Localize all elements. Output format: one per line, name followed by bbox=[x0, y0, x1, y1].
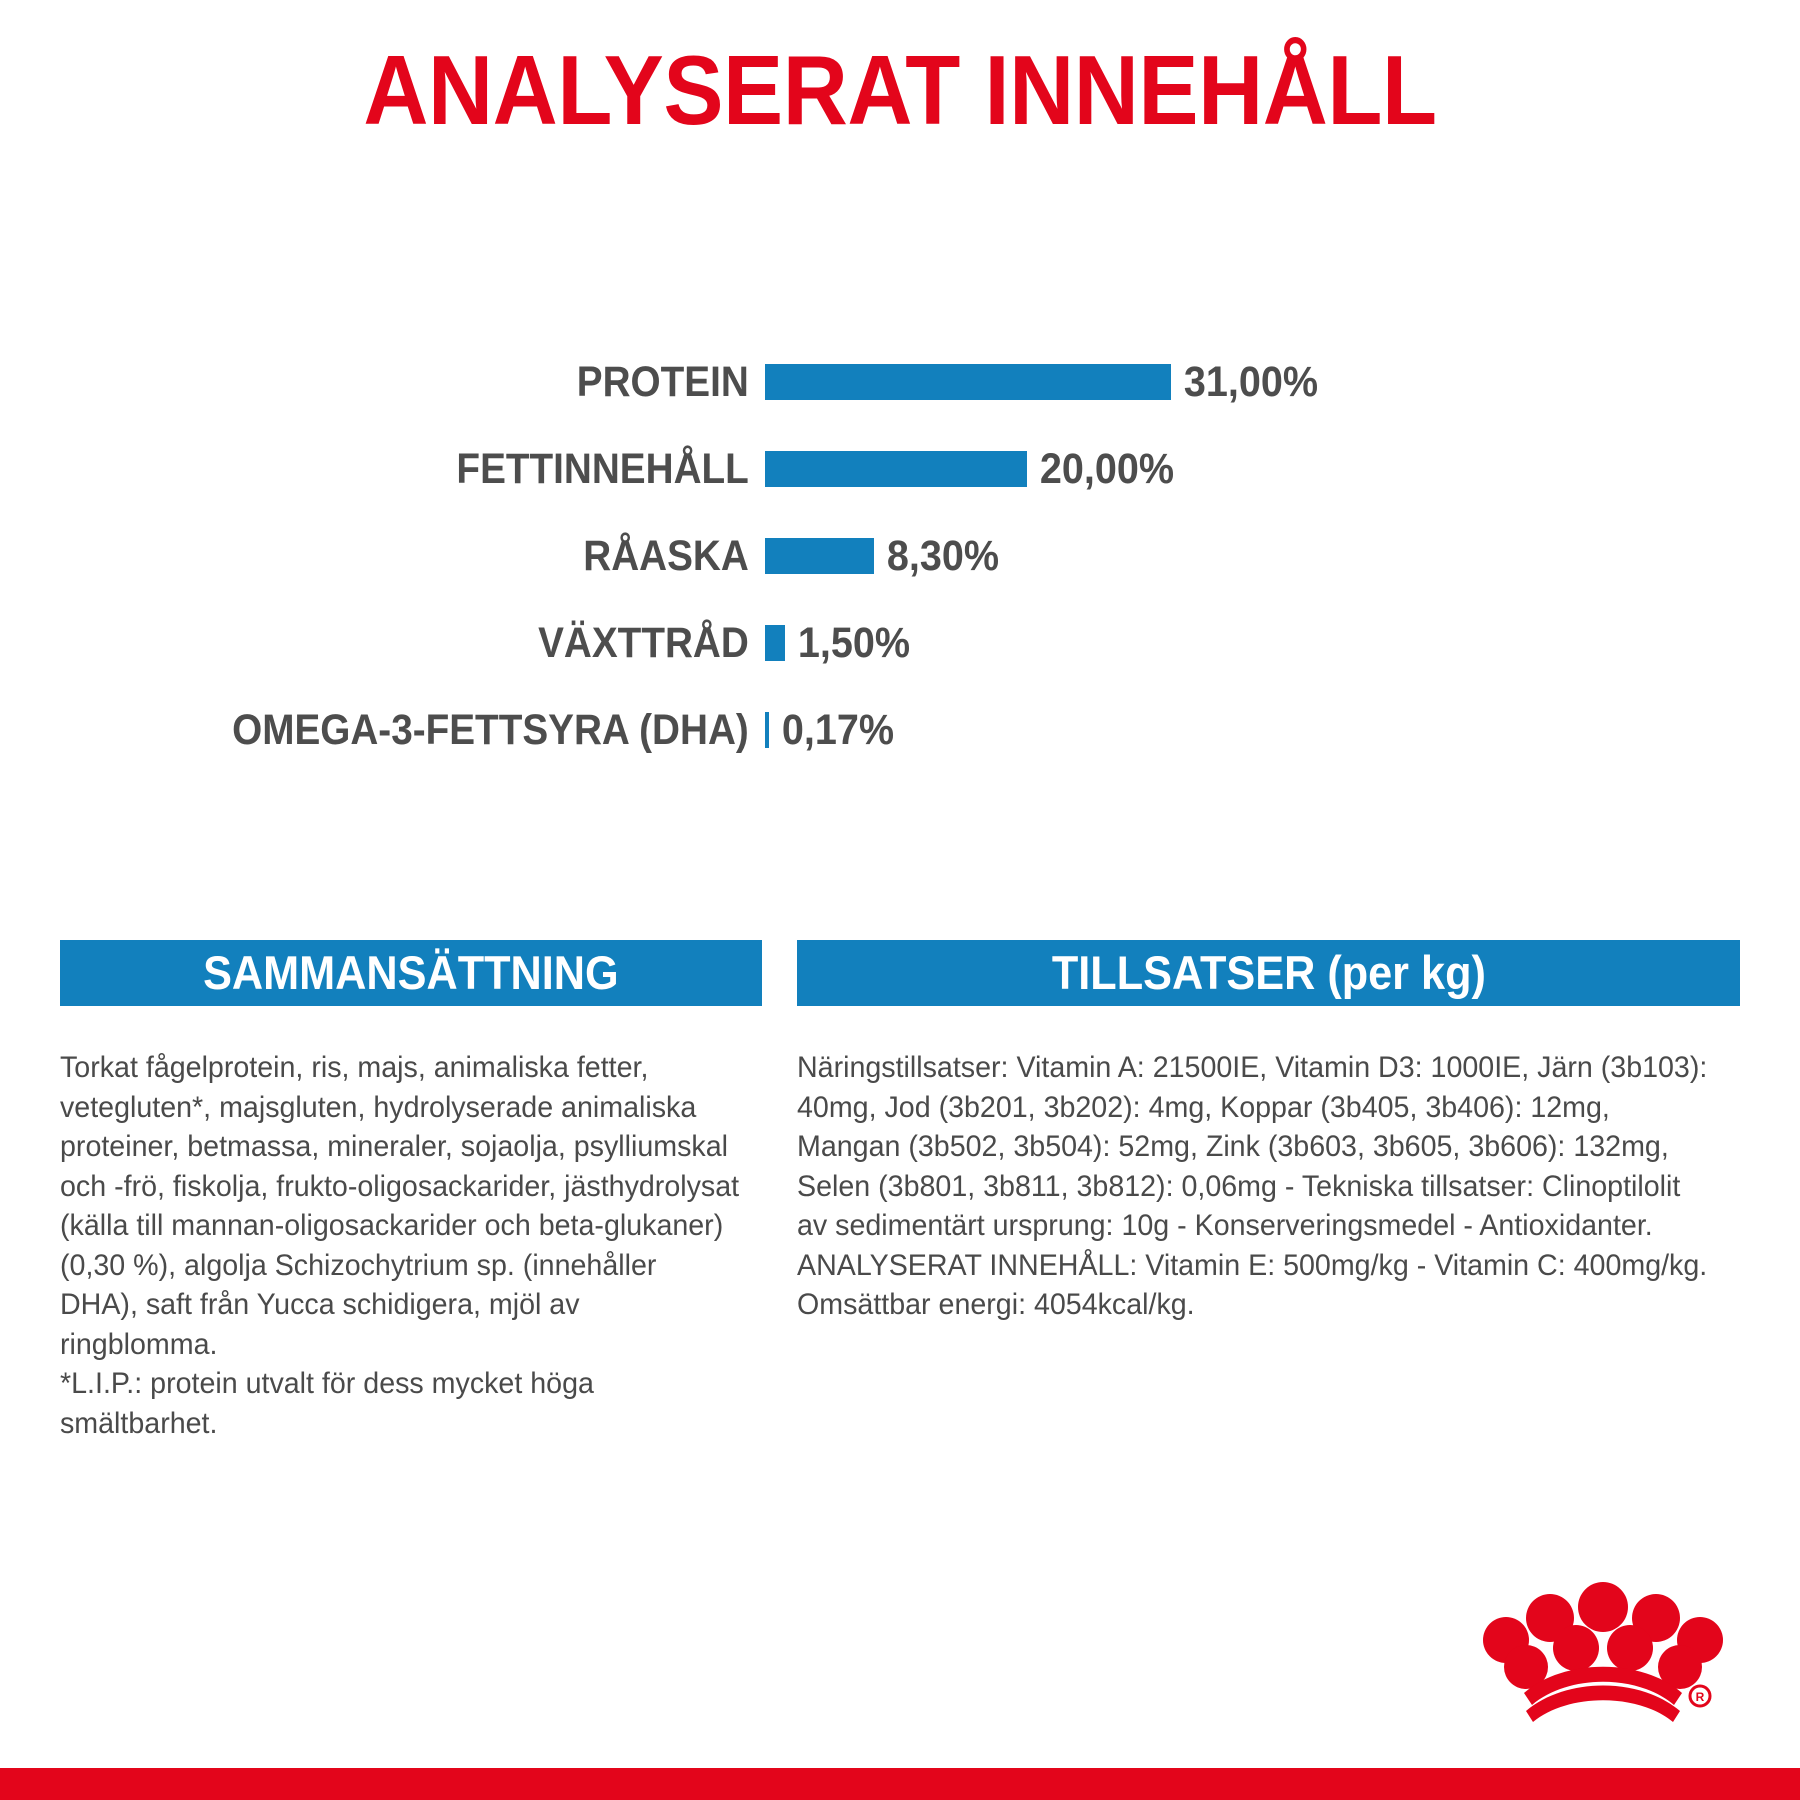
chart-row-value: 20,00% bbox=[1039, 444, 1174, 493]
section-header-label: SAMMANSÄTTNING bbox=[203, 946, 619, 999]
chart-bar bbox=[765, 711, 769, 748]
chart-bar-wrap: 8,30% bbox=[765, 532, 1800, 580]
chart-row: OMEGA-3-FETTSYRA (DHA) 0,17% bbox=[0, 686, 1800, 773]
additives-section: TILLSATSER (per kg) Näringstillsatser: Vi… bbox=[797, 940, 1740, 1443]
chart-bar bbox=[765, 624, 785, 661]
composition-section: SAMMANSÄTTNING Torkat fågelprotein, ris, … bbox=[60, 940, 762, 1443]
chart-row-label: OMEGA-3-FETTSYRA (DHA) bbox=[232, 705, 749, 754]
chart-row-value: 0,17% bbox=[781, 705, 895, 754]
analysed-content-chart: PROTEIN 31,00% FETTINNEHÅLL 20,00% RÅASKA 8,3… bbox=[0, 338, 1800, 773]
chart-row: RÅASKA 8,30% bbox=[0, 512, 1800, 599]
chart-bar-wrap: 0,17% bbox=[765, 706, 1800, 754]
chart-bar-wrap: 31,00% bbox=[765, 358, 1800, 406]
chart-row-value: 1,50% bbox=[797, 618, 910, 667]
chart-row: FETTINNEHÅLL 20,00% bbox=[0, 425, 1800, 512]
chart-bar bbox=[765, 450, 1027, 487]
section-body-text: Näringstillsatser: Vitamin A: 21500IE, V… bbox=[797, 1051, 1716, 1321]
chart-row-label: RÅASKA bbox=[583, 531, 749, 580]
info-sections: SAMMANSÄTTNING Torkat fågelprotein, ris, … bbox=[60, 940, 1740, 1443]
section-body-text: Torkat fågelprotein, ris, majs, animalis… bbox=[60, 1051, 740, 1440]
chart-row: VÄXTTRÅD 1,50% bbox=[0, 599, 1800, 686]
section-header: TILLSATSER (per kg) bbox=[797, 940, 1740, 1006]
chart-row-label: FETTINNEHÅLL bbox=[456, 444, 749, 493]
chart-row-value: 8,30% bbox=[886, 531, 999, 580]
chart-bar bbox=[765, 537, 874, 574]
chart-row-value: 31,00% bbox=[1183, 357, 1319, 406]
royal-canin-crown-logo: R bbox=[1468, 1572, 1738, 1742]
chart-bar bbox=[765, 363, 1171, 400]
chart-bar-wrap: 20,00% bbox=[765, 445, 1800, 493]
chart-row-label: PROTEIN bbox=[576, 357, 749, 406]
footer-bar bbox=[0, 1768, 1800, 1800]
page-title: ANALYSERAT INNEHÅLL bbox=[363, 35, 1437, 145]
section-header: SAMMANSÄTTNING bbox=[60, 940, 762, 1006]
svg-text:R: R bbox=[1696, 1690, 1705, 1704]
chart-bar-wrap: 1,50% bbox=[765, 619, 1800, 667]
chart-row: PROTEIN 31,00% bbox=[0, 338, 1800, 425]
section-header-label: TILLSATSER (per kg) bbox=[1051, 946, 1486, 999]
chart-row-label: VÄXTTRÅD bbox=[538, 618, 749, 667]
